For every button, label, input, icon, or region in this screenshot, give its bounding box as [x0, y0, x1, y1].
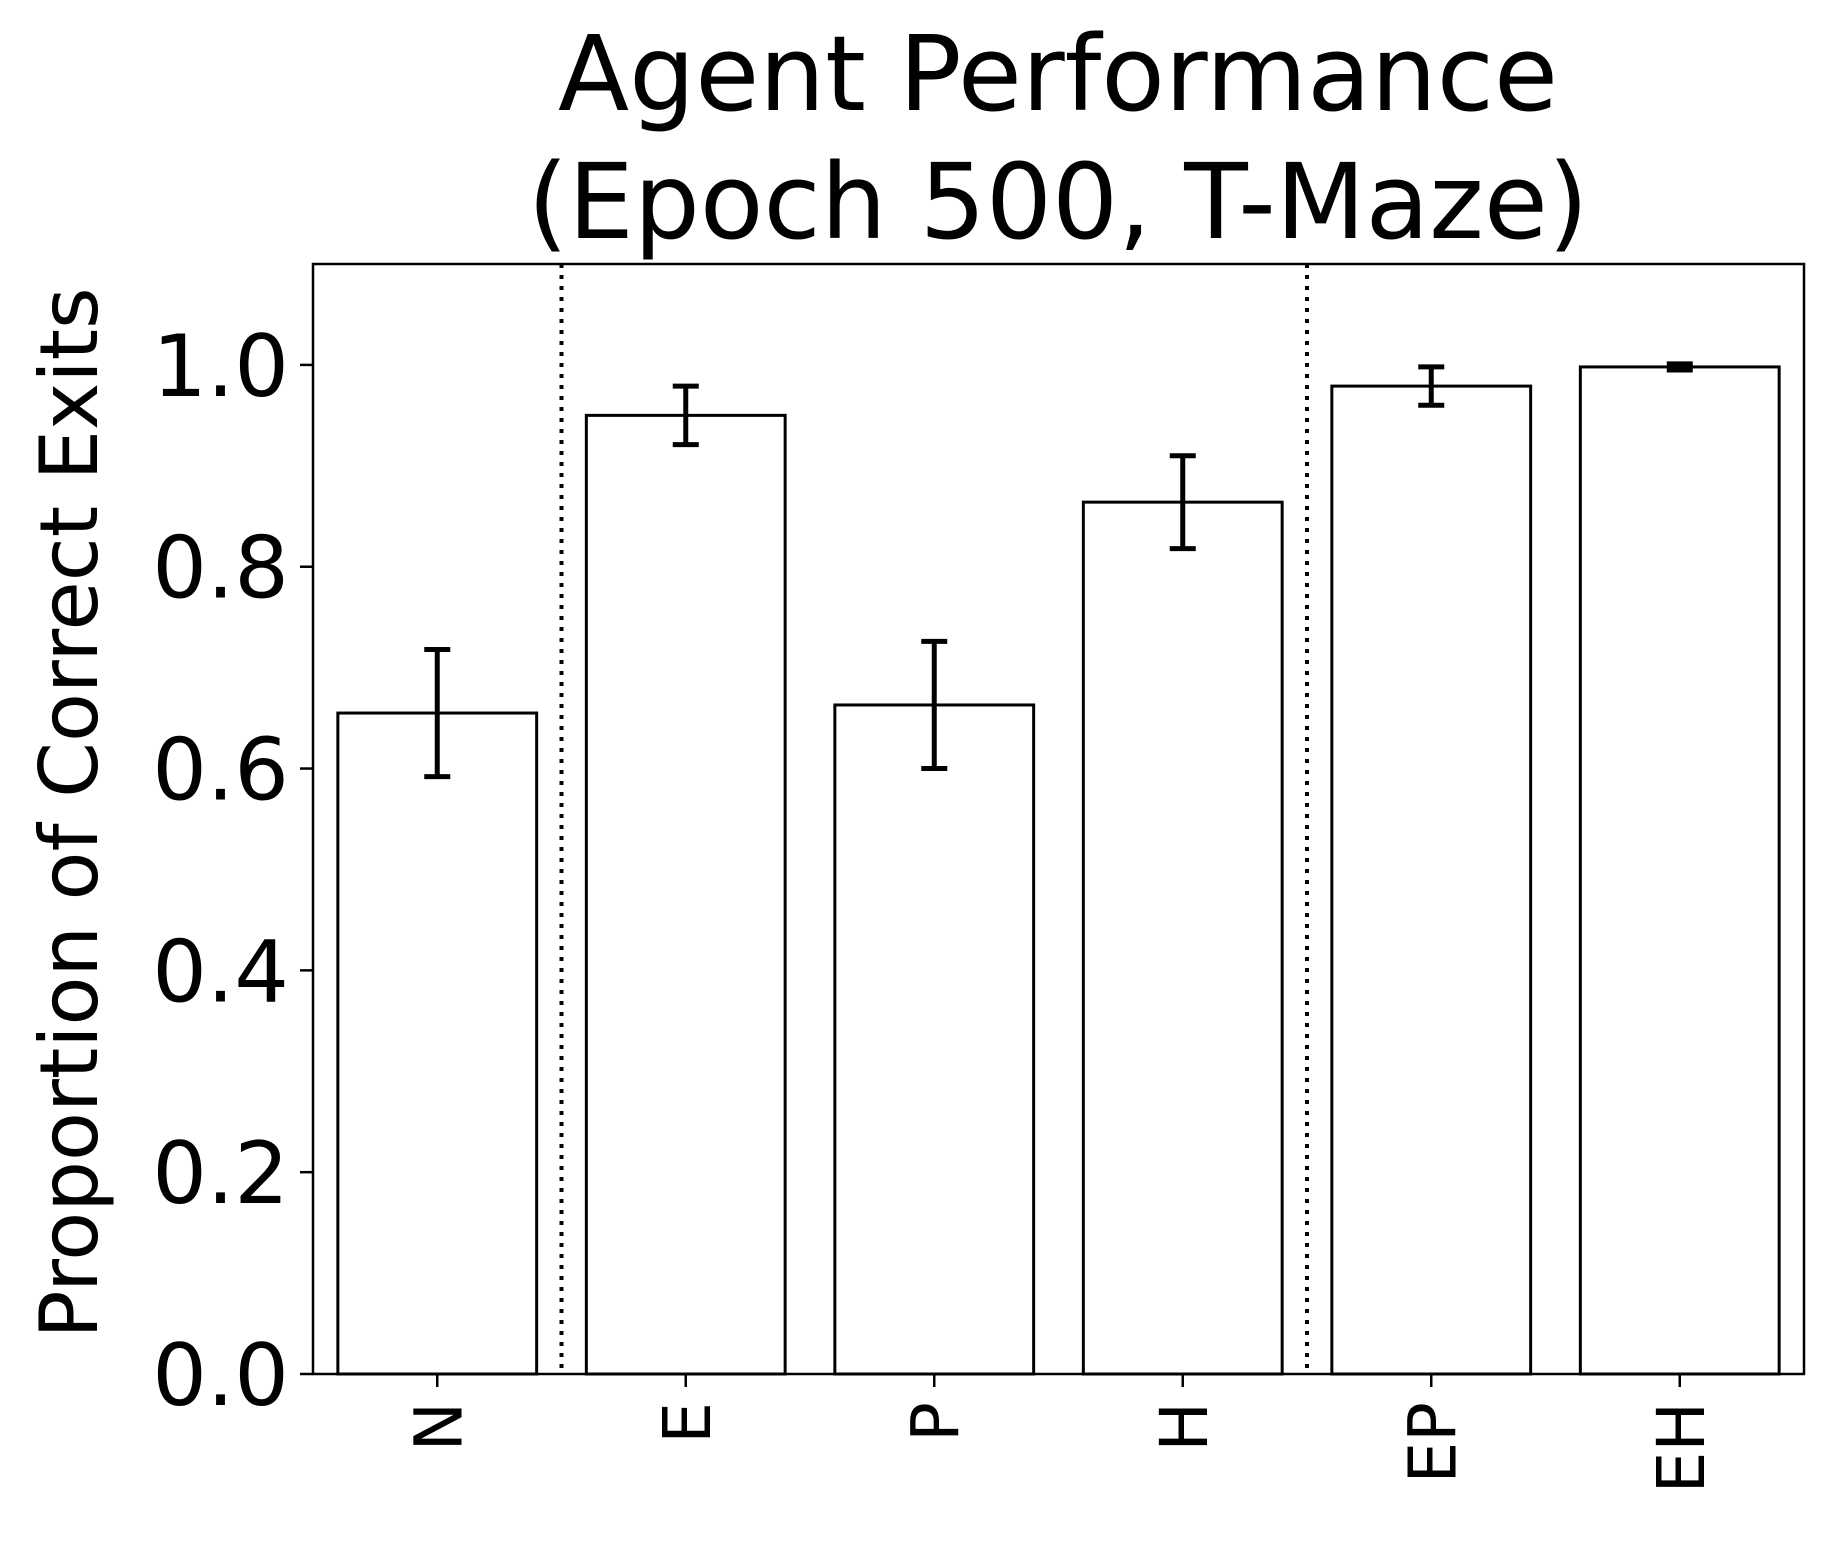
y-tick-label: 0.2	[152, 1124, 289, 1224]
x-tick-label-ep: EP	[1394, 1402, 1471, 1484]
bar-p	[833, 703, 1036, 1376]
y-tick-label: 0.0	[152, 1326, 289, 1426]
chart-title-line-2: (Epoch 500, T-Maze)	[528, 141, 1589, 263]
y-tick-label: 0.8	[152, 519, 289, 619]
y-tick-label: 1.0	[152, 317, 289, 417]
bar-e	[584, 413, 787, 1376]
x-tick-label-p: P	[897, 1402, 974, 1442]
chart-title-line-1: Agent Performance	[558, 13, 1558, 135]
bar-eh	[1578, 365, 1781, 1376]
y-tick-label: 0.4	[152, 922, 289, 1022]
y-tick-label: 0.6	[152, 721, 289, 821]
x-tick-label-eh: EH	[1643, 1402, 1720, 1493]
x-tick-label-n: N	[400, 1402, 477, 1451]
y-axis-label: Proportion of Correct Exits	[23, 287, 116, 1338]
plot-area: 0.00.20.40.60.81.0N E P H EP EH	[152, 264, 1781, 1493]
plot-frame	[311, 262, 1806, 1376]
bar-h	[1081, 500, 1284, 1376]
bar-ep	[1330, 384, 1533, 1376]
bar-n	[336, 711, 539, 1376]
x-tick-label-h: H	[1146, 1402, 1223, 1452]
x-tick-label-e: E	[649, 1402, 726, 1444]
